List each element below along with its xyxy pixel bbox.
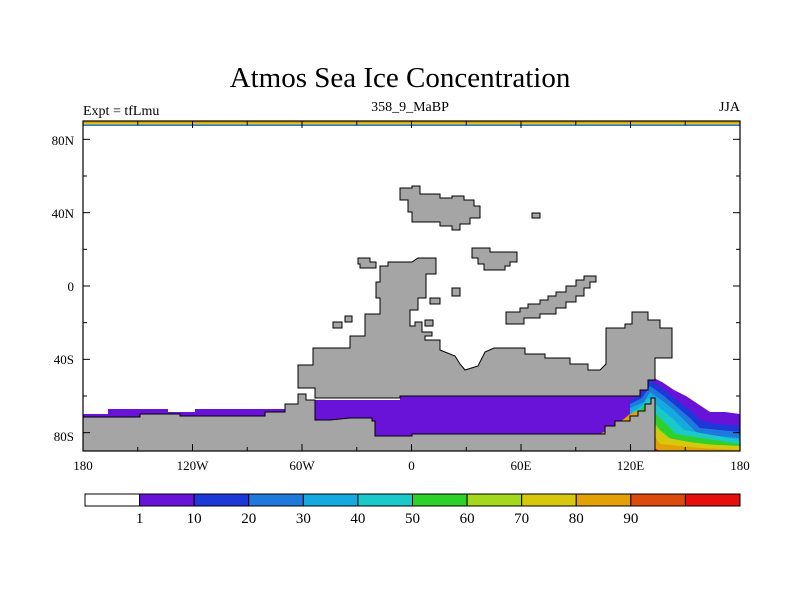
- colorbar-label: 70: [514, 511, 529, 527]
- x-tick-labels: 180 120W 60W 0 60E 120E 180: [73, 458, 750, 473]
- colorbar: 1 10 20 30 40 50 60 70 80 90: [84, 493, 741, 527]
- colorbar-swatch: [684, 493, 741, 507]
- land-west-island-3: [332, 321, 343, 329]
- y-tick-label: 40S: [54, 352, 74, 367]
- colorbar-label: 50: [405, 511, 420, 527]
- season-label: JJA: [718, 100, 740, 115]
- colorbar-swatch: [521, 493, 577, 507]
- colorbar-swatch: [357, 493, 413, 507]
- land-northern-continent: [399, 185, 481, 231]
- plot-title: Atmos Sea Ice Concentration: [229, 62, 571, 94]
- land-island-small-a: [429, 297, 441, 305]
- axis-ticks: [82, 121, 741, 451]
- land-island-small-c: [424, 319, 434, 327]
- colorbar-swatch: [630, 493, 686, 507]
- experiment-label: Expt = tfLmu: [83, 104, 160, 119]
- x-tick-label: 120E: [617, 458, 645, 473]
- colorbar-swatch: [412, 493, 468, 507]
- colorbar-swatch: [466, 493, 523, 507]
- colorbar-label: 30: [296, 511, 311, 527]
- land-pangea-south: [297, 257, 673, 399]
- x-tick-label: 60W: [289, 458, 315, 473]
- colorbar-label: 1: [136, 511, 144, 527]
- land-west-island-1: [357, 257, 377, 269]
- land-west-island-2: [344, 315, 353, 323]
- colorbar-swatch: [84, 493, 141, 507]
- x-tick-label: 180: [73, 458, 93, 473]
- x-tick-label: 60E: [511, 458, 532, 473]
- colorbar-label: 10: [187, 511, 202, 527]
- land-antarctica: [83, 393, 656, 451]
- land-masses: [83, 185, 673, 451]
- map-plot-area: [83, 121, 740, 451]
- land-island-small-b: [451, 287, 461, 297]
- colorbar-label: 90: [623, 511, 638, 527]
- colorbar-swatch: [193, 493, 250, 507]
- y-tick-label: 80N: [52, 133, 75, 148]
- y-tick-label: 80S: [54, 429, 74, 444]
- colorbar-swatch: [248, 493, 304, 507]
- y-tick-labels: 80N 40N 0 40S 80S: [52, 133, 75, 444]
- colorbar-swatch: [575, 493, 632, 507]
- y-tick-label: 40N: [52, 206, 75, 221]
- colorbar-label: 80: [569, 511, 584, 527]
- y-tick-label: 0: [68, 279, 75, 294]
- x-tick-label: 0: [408, 458, 415, 473]
- colorbar-swatch: [302, 493, 359, 507]
- land-east-terrane: [471, 247, 518, 271]
- colorbar-label: 60: [460, 511, 475, 527]
- land-island-arc: [505, 275, 597, 325]
- colorbar-swatch: [139, 493, 195, 507]
- x-tick-label: 120W: [177, 458, 210, 473]
- period-label: 358_9_MaBP: [371, 100, 449, 115]
- land-island-small-d: [531, 212, 541, 219]
- x-tick-label: 180: [730, 458, 750, 473]
- colorbar-label: 20: [241, 511, 256, 527]
- colorbar-label: 40: [350, 511, 365, 527]
